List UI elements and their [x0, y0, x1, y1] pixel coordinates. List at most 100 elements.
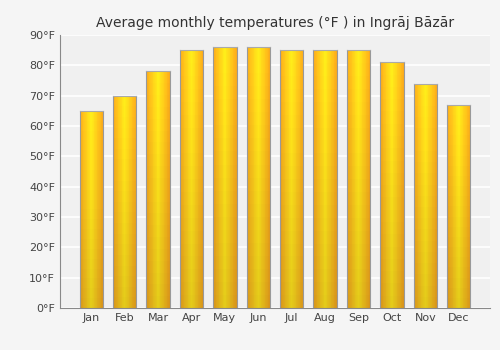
Bar [450, 155, 451, 166]
Bar [429, 252, 430, 263]
Bar [230, 217, 231, 230]
Bar [392, 197, 394, 210]
Bar [292, 257, 294, 270]
Bar [197, 205, 198, 218]
Bar [249, 295, 250, 308]
Bar [198, 257, 200, 270]
Bar [119, 127, 120, 138]
Bar [169, 131, 170, 142]
Bar [186, 89, 187, 102]
Bar [183, 127, 184, 140]
Bar [194, 50, 196, 63]
Bar [160, 261, 161, 273]
Bar [164, 202, 165, 214]
Bar [455, 298, 456, 308]
Bar [354, 205, 356, 218]
Bar [148, 107, 150, 119]
Bar [166, 107, 168, 119]
Bar [258, 177, 259, 191]
Bar [448, 247, 450, 257]
Bar [418, 173, 419, 184]
Bar [189, 244, 190, 257]
Bar [258, 269, 259, 282]
Bar [200, 114, 201, 127]
Bar [414, 117, 415, 128]
Bar [187, 270, 188, 282]
Bar [267, 86, 268, 99]
Bar [386, 185, 388, 197]
Bar [399, 271, 400, 284]
Bar [353, 270, 354, 282]
Bar [429, 151, 430, 162]
Bar [231, 256, 232, 269]
Bar [400, 234, 402, 246]
Bar [96, 249, 98, 259]
Bar [356, 76, 357, 89]
Bar [350, 179, 352, 192]
Bar [298, 114, 300, 127]
Bar [81, 279, 82, 288]
Bar [448, 217, 450, 227]
Bar [166, 249, 168, 261]
Bar [432, 184, 433, 196]
Bar [158, 154, 159, 166]
Bar [418, 128, 419, 140]
Bar [96, 190, 98, 200]
Bar [264, 177, 266, 191]
Bar [326, 102, 328, 114]
Bar [184, 50, 185, 63]
Bar [253, 295, 254, 308]
Bar [226, 86, 227, 99]
Bar [450, 135, 451, 145]
Bar [419, 196, 420, 207]
Bar [202, 50, 203, 63]
Bar [436, 263, 437, 274]
Bar [291, 89, 292, 102]
Bar [258, 204, 259, 217]
Bar [192, 76, 193, 89]
Bar [332, 257, 333, 270]
Bar [428, 128, 429, 140]
Bar [414, 230, 415, 241]
Bar [254, 99, 255, 112]
Bar [264, 204, 266, 217]
Bar [128, 223, 130, 234]
Bar [468, 196, 469, 206]
Bar [80, 131, 81, 140]
Bar [468, 206, 469, 217]
Bar [123, 234, 124, 244]
Bar [235, 125, 236, 139]
Bar [448, 227, 450, 237]
Bar [392, 161, 394, 173]
Bar [222, 230, 224, 243]
Bar [193, 153, 194, 166]
Bar [422, 128, 423, 140]
Bar [456, 196, 457, 206]
Bar [280, 140, 281, 153]
Bar [384, 296, 385, 308]
Bar [328, 231, 329, 244]
Bar [263, 282, 264, 295]
Bar [388, 296, 389, 308]
Bar [330, 76, 332, 89]
Bar [292, 89, 294, 102]
Bar [116, 191, 117, 202]
Bar [134, 181, 135, 191]
Bar [416, 286, 417, 297]
Bar [84, 239, 85, 249]
Bar [418, 117, 419, 128]
Bar [418, 207, 419, 218]
Bar [422, 162, 423, 173]
Bar [328, 127, 329, 140]
Bar [416, 173, 417, 184]
Bar [231, 152, 232, 164]
Bar [130, 181, 131, 191]
Bar [288, 153, 290, 166]
Bar [434, 151, 436, 162]
Bar [183, 76, 184, 89]
Bar [361, 63, 362, 76]
Bar [185, 257, 186, 270]
Bar [230, 164, 231, 177]
Bar [160, 296, 161, 308]
Bar [324, 153, 325, 166]
